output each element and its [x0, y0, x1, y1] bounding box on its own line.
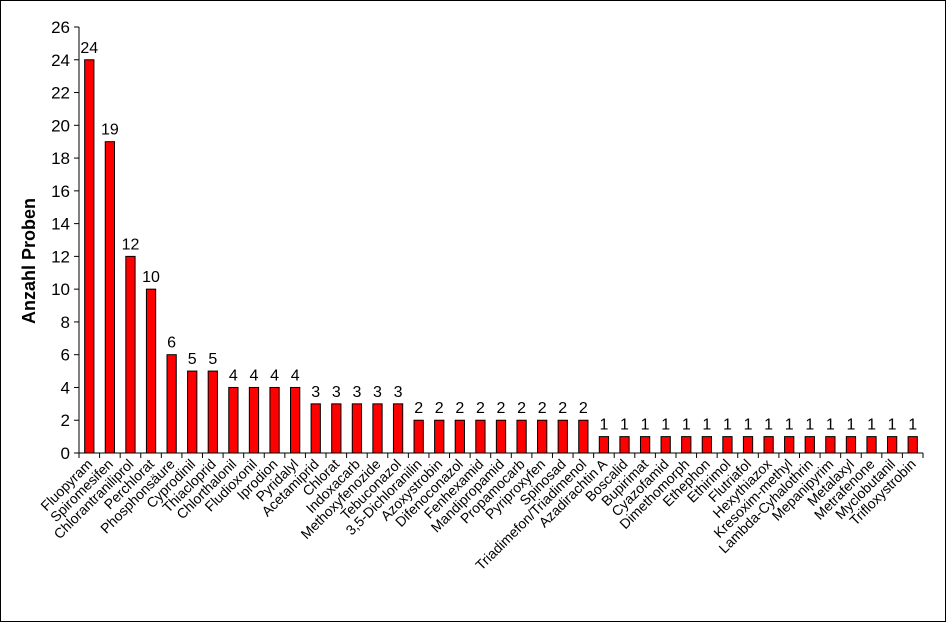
- data-label: 2: [476, 400, 485, 417]
- bar: [845, 436, 857, 454]
- y-tick-label: 2: [61, 411, 70, 430]
- data-label: 4: [270, 367, 279, 384]
- data-label: 3: [332, 384, 341, 401]
- data-label: 2: [435, 400, 444, 417]
- data-label: 1: [826, 417, 835, 434]
- y-tick-label: 20: [51, 116, 70, 135]
- data-label: 12: [122, 236, 140, 253]
- bar: [413, 419, 424, 454]
- y-tick-label: 8: [61, 313, 70, 332]
- bar: [660, 436, 671, 454]
- bar: [742, 436, 754, 454]
- data-label: 2: [558, 400, 567, 417]
- data-label: 2: [517, 400, 526, 417]
- data-label: 3: [373, 384, 382, 401]
- data-label: 1: [682, 417, 691, 434]
- data-label: 19: [101, 122, 119, 139]
- data-label: 3: [394, 384, 403, 401]
- bar: [84, 59, 95, 454]
- bar: [578, 419, 589, 454]
- data-label: 3: [352, 384, 361, 401]
- data-label: 3: [311, 384, 320, 401]
- bar: [763, 436, 774, 454]
- bar: [619, 436, 630, 454]
- bar: [907, 436, 918, 454]
- bar: [269, 386, 280, 454]
- bar: [557, 419, 568, 454]
- y-tick-label: 0: [61, 444, 70, 463]
- bar: [537, 419, 548, 454]
- data-label: 1: [846, 417, 855, 434]
- bar: [434, 419, 445, 454]
- data-label: 1: [744, 417, 753, 434]
- bar: [701, 436, 712, 454]
- data-label: 1: [785, 417, 794, 434]
- bar: [310, 403, 321, 454]
- bar: [475, 419, 486, 454]
- data-label: 5: [208, 351, 217, 368]
- y-tick-label: 26: [51, 18, 70, 37]
- data-label: 6: [167, 335, 176, 352]
- data-label: 1: [599, 417, 608, 434]
- data-label: 2: [579, 400, 588, 417]
- data-label: 2: [497, 400, 506, 417]
- y-tick-label: 4: [61, 378, 70, 397]
- data-label: 4: [250, 367, 259, 384]
- data-label: 1: [805, 417, 814, 434]
- data-label: 4: [291, 367, 300, 384]
- y-tick-label: 24: [51, 51, 70, 70]
- bar: [104, 141, 116, 454]
- data-label: 1: [867, 417, 876, 434]
- y-tick-label: 12: [51, 247, 70, 266]
- bar: [228, 386, 239, 454]
- bar: [886, 436, 898, 454]
- data-label: 1: [641, 417, 650, 434]
- bar: [681, 436, 692, 454]
- data-label: 2: [455, 400, 464, 417]
- data-label: 1: [908, 417, 917, 434]
- y-tick-label: 16: [51, 182, 70, 201]
- bar: [454, 419, 465, 454]
- bar: [248, 386, 260, 454]
- data-label: 10: [142, 269, 160, 286]
- bar: [495, 419, 507, 454]
- y-axis-title: Anzahl Proben: [19, 198, 39, 324]
- bar: [145, 288, 157, 454]
- data-label: 1: [888, 417, 897, 434]
- bar: [372, 403, 383, 454]
- data-label: 4: [229, 367, 238, 384]
- bar: [722, 436, 733, 454]
- data-label: 2: [414, 400, 423, 417]
- data-label: 24: [80, 40, 98, 57]
- y-tick-label: 18: [51, 149, 70, 168]
- data-label: 1: [764, 417, 773, 434]
- data-label: 1: [702, 417, 711, 434]
- data-label: 1: [723, 417, 732, 434]
- data-label: 1: [620, 417, 629, 434]
- y-tick-label: 22: [51, 84, 70, 103]
- data-label: 2: [538, 400, 547, 417]
- bar: [331, 403, 342, 454]
- bar: [866, 436, 877, 454]
- bar: [598, 436, 610, 454]
- y-tick-label: 6: [61, 346, 70, 365]
- data-label: 1: [661, 417, 670, 434]
- bar: [516, 419, 527, 454]
- bar: [125, 255, 136, 454]
- bar: [825, 436, 836, 454]
- bar: [290, 386, 301, 454]
- bar: [392, 403, 404, 454]
- bar: [166, 354, 177, 454]
- bar: [639, 436, 651, 454]
- y-tick-label: 14: [51, 215, 70, 234]
- bar: [207, 370, 218, 454]
- data-label: 5: [188, 351, 197, 368]
- bar: [804, 436, 815, 454]
- bar: [351, 403, 363, 454]
- bar: [187, 370, 198, 454]
- bar: [784, 436, 795, 454]
- y-tick-label: 10: [51, 280, 70, 299]
